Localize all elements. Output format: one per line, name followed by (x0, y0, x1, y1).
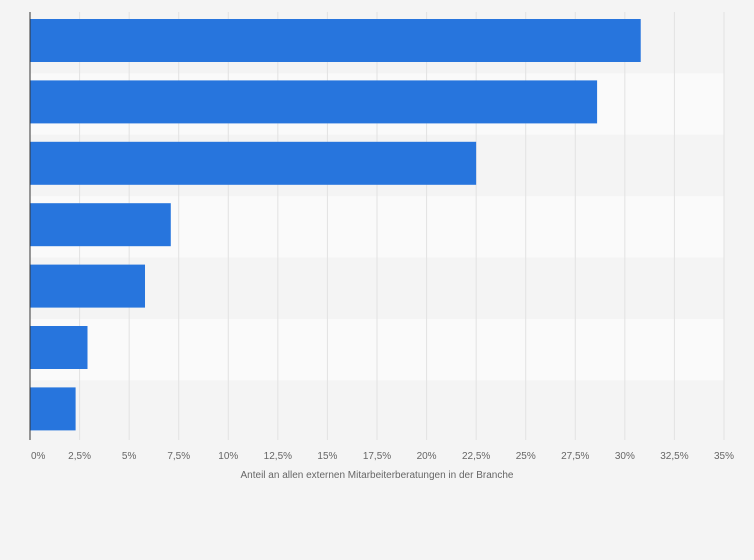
bar (30, 264, 146, 308)
bar (30, 387, 76, 431)
x-tick-label: 30% (615, 451, 635, 462)
x-tick-label: 2,5% (68, 451, 91, 462)
x-axis-ticks: 0% 2,5% 5% 7,5% 10% 12,5% 15% 17,5% 20% 22,5% 25% 2… (31, 451, 734, 462)
x-tick-label: 7,5% (167, 451, 190, 462)
bar (30, 203, 171, 247)
bar (30, 141, 477, 185)
x-tick-label: 12,5% (264, 451, 292, 462)
bar (30, 19, 641, 62)
x-tick-label: 35% (714, 451, 734, 462)
x-tick-label: 25% (516, 451, 536, 462)
bar (30, 326, 88, 369)
x-tick-label: 22,5% (462, 451, 490, 462)
x-tick-label: 0% (31, 451, 46, 462)
x-tick-label: 10% (218, 451, 238, 462)
x-tick-label: 17,5% (363, 451, 391, 462)
x-tick-label: 27,5% (561, 451, 589, 462)
x-tick-label: 5% (122, 451, 137, 462)
x-tick-label: 20% (417, 451, 437, 462)
bar (30, 80, 598, 124)
x-tick-label: 15% (317, 451, 337, 462)
x-axis-title: Anteil an allen externen Mitarbeiterbera… (241, 470, 514, 481)
bars (30, 19, 641, 431)
x-tick-label: 32,5% (660, 451, 688, 462)
